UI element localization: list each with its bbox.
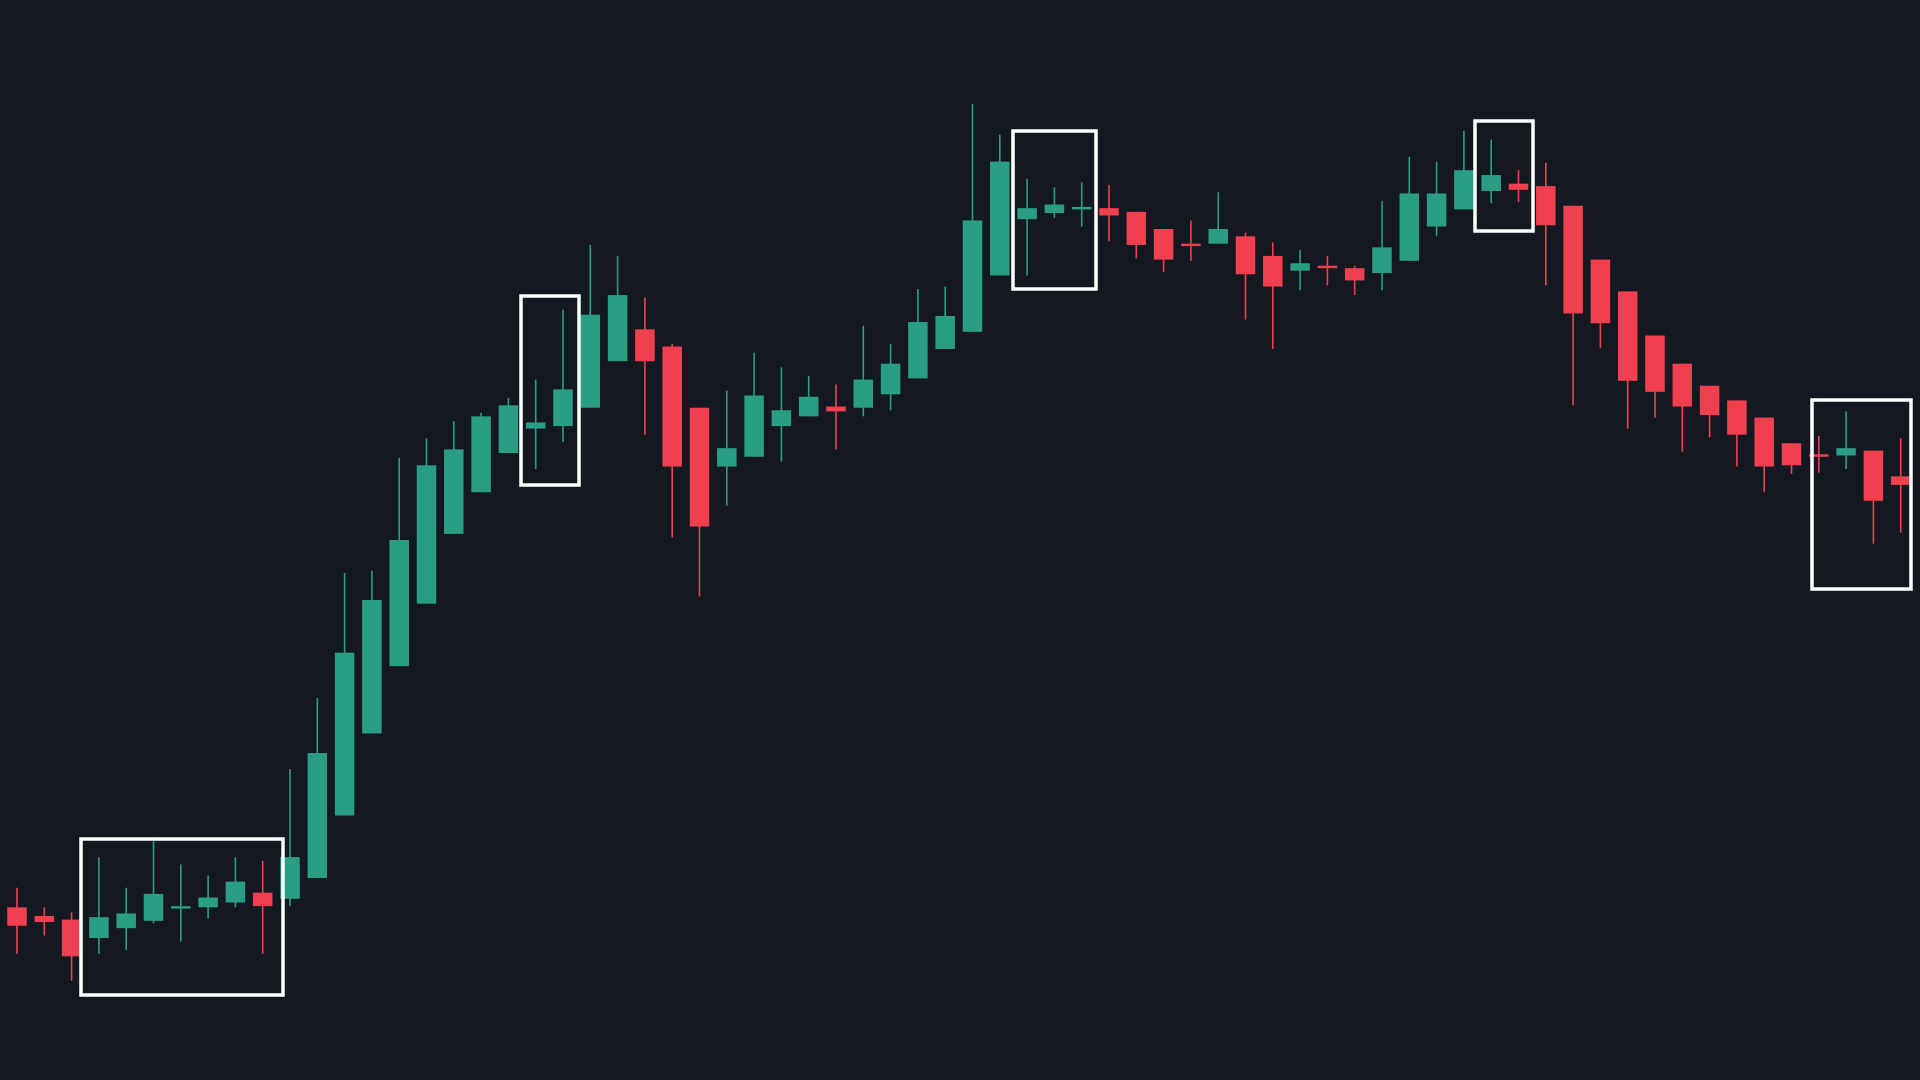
- candle-body: [89, 917, 109, 938]
- candle-body: [1017, 208, 1037, 220]
- candle-body: [826, 406, 846, 412]
- candle-body: [1263, 255, 1283, 287]
- candle-body: [1508, 183, 1529, 190]
- candle-body: [280, 857, 300, 899]
- candle-body: [798, 396, 819, 417]
- candle-body: [34, 915, 55, 923]
- candle-body: [744, 395, 764, 457]
- candle-body: [1754, 417, 1774, 467]
- candle-body: [1699, 385, 1720, 416]
- candle-body: [1836, 448, 1856, 456]
- candle-body: [7, 907, 27, 926]
- candle-body: [580, 314, 601, 408]
- candle-body: [1454, 170, 1474, 210]
- candle-body: [1890, 476, 1911, 485]
- candle-body: [1399, 193, 1420, 261]
- candle-body: [171, 906, 191, 909]
- candle-body: [1181, 243, 1201, 247]
- candle-body: [116, 913, 136, 929]
- candle-body: [1809, 454, 1829, 457]
- candle-body: [880, 363, 901, 395]
- candle-body: [252, 892, 273, 907]
- highlights: [79, 119, 1913, 997]
- candle-body: [1372, 247, 1392, 274]
- candle-body: [962, 220, 983, 332]
- candles: [7, 104, 1911, 981]
- highlight-box: [1011, 129, 1098, 291]
- candle-body: [1563, 205, 1583, 314]
- candle-body: [1672, 363, 1693, 407]
- candle-body: [498, 405, 519, 454]
- candle-body: [1126, 211, 1147, 245]
- candle-body: [1536, 186, 1556, 226]
- candle-body: [908, 322, 928, 379]
- candle-body: [935, 315, 955, 349]
- candle-body: [307, 753, 328, 878]
- candle-body: [689, 407, 710, 527]
- candle-body: [1590, 259, 1611, 324]
- candle-body: [334, 652, 355, 816]
- candle-body: [1208, 228, 1228, 244]
- candle-body: [1235, 236, 1256, 275]
- candle-body: [1344, 268, 1365, 281]
- candle-body: [607, 295, 628, 362]
- candle-body: [61, 919, 82, 957]
- candle-body: [1071, 206, 1092, 210]
- highlight-box: [519, 294, 581, 487]
- candle-body: [225, 881, 246, 903]
- candle-body: [1863, 450, 1884, 501]
- candle-body: [990, 161, 1010, 276]
- candle-body: [553, 389, 573, 427]
- highlight-box: [79, 837, 285, 997]
- candle-body: [717, 448, 737, 467]
- candle-body: [1290, 263, 1310, 271]
- candle-body: [1099, 208, 1119, 216]
- highlight-box: [1810, 398, 1913, 591]
- candle-body: [1317, 265, 1338, 269]
- candle-body: [1481, 175, 1501, 192]
- candle-body: [1426, 193, 1447, 227]
- candle-body: [1645, 335, 1665, 392]
- candle-body: [662, 346, 682, 467]
- candle-body: [1044, 204, 1065, 214]
- candle-body: [525, 422, 546, 429]
- candle-body: [362, 600, 382, 734]
- candle-body: [444, 449, 464, 534]
- candle-body: [1617, 291, 1638, 381]
- candle-body: [389, 540, 409, 667]
- candle-body: [1153, 228, 1174, 260]
- candle-body: [1781, 443, 1802, 466]
- candle-body: [471, 416, 491, 493]
- candle-body: [143, 893, 164, 921]
- candle-body: [416, 465, 437, 604]
- candle-body: [853, 379, 874, 408]
- candle-body: [1727, 400, 1747, 435]
- candle-body: [771, 410, 792, 427]
- highlight-box: [1473, 119, 1535, 233]
- candle-body: [635, 329, 655, 362]
- candle-body: [198, 897, 218, 908]
